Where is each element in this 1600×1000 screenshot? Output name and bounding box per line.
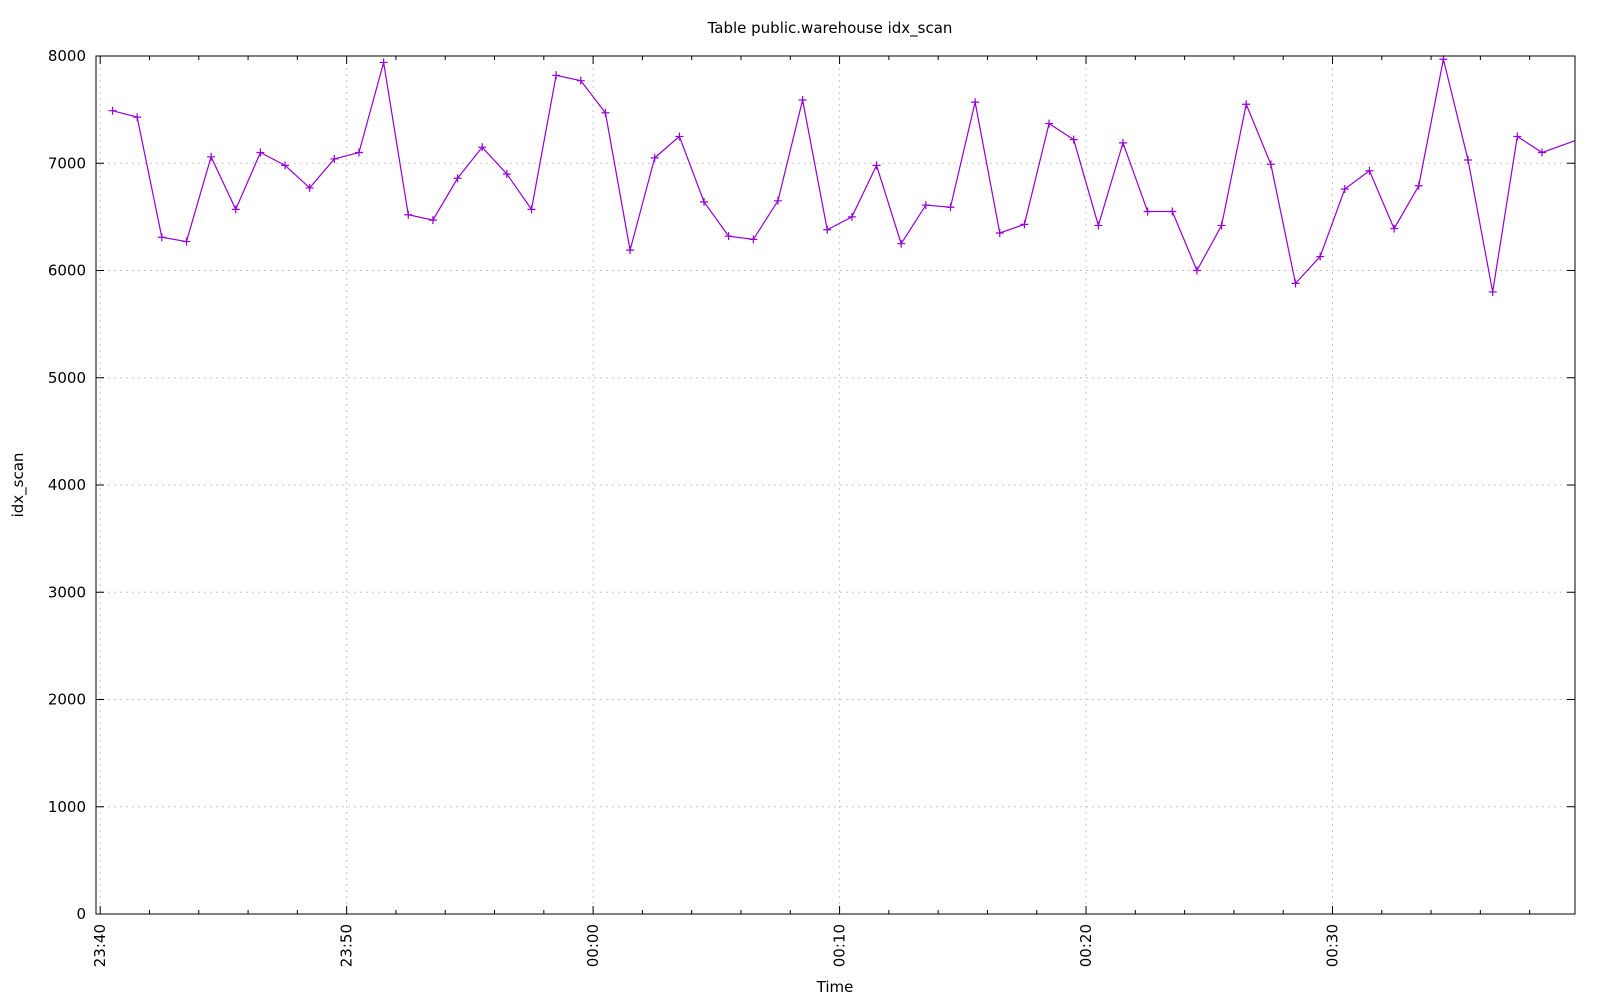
data-point [650, 153, 659, 162]
data-point [231, 205, 240, 214]
data-point [379, 58, 388, 67]
data-point [1094, 221, 1103, 230]
data-point [354, 148, 363, 157]
data-point [1439, 55, 1448, 64]
data-point [1365, 166, 1374, 175]
plot-frame [95, 55, 1576, 915]
y-tick-label: 1000 [48, 798, 86, 816]
y-tick-label: 7000 [48, 154, 86, 172]
data-point [995, 228, 1004, 237]
data-point [700, 197, 709, 206]
data-point [502, 169, 511, 178]
data-point [773, 196, 782, 205]
data-point [157, 233, 166, 242]
chart-title: Table public.warehouse idx_scan [707, 19, 953, 38]
data-point [1143, 207, 1152, 216]
data-point [330, 154, 339, 163]
data-point [256, 148, 265, 157]
data-point [1045, 119, 1054, 128]
y-tick-label: 0 [76, 905, 86, 923]
data-point [921, 201, 930, 210]
y-tick-label: 5000 [48, 369, 86, 387]
x-tick-label: 23:50 [338, 924, 356, 967]
data-point [1537, 148, 1546, 157]
data-point [478, 143, 487, 152]
y-tick-label: 8000 [48, 47, 86, 65]
data-point [798, 95, 807, 104]
data-point [1513, 132, 1522, 141]
series-line [112, 59, 1576, 293]
data-point [872, 161, 881, 170]
y-tick-label: 6000 [48, 262, 86, 280]
x-tick-label: 00:10 [831, 924, 849, 967]
y-axis: 0 1000 2000 3000 4000 5000 6000 7000 8000 [48, 47, 1575, 923]
data-point [428, 216, 437, 225]
grid [96, 56, 1575, 914]
data-point [601, 108, 610, 117]
x-tick-label: 23:40 [91, 924, 109, 967]
data-point [182, 237, 191, 246]
data-point [749, 235, 758, 244]
data-point [453, 174, 462, 183]
data-point [1464, 156, 1473, 165]
y-axis-label: idx_scan [9, 453, 28, 518]
data-point [897, 239, 906, 248]
data-point [626, 246, 635, 255]
data-point [1316, 252, 1325, 261]
x-tick-label: 00:00 [584, 924, 602, 967]
data-point [675, 132, 684, 141]
data-point [847, 212, 856, 221]
x-axis: 23:40 23:50 00:00 00:10 00:20 00:30 [91, 56, 1531, 967]
data-point [1414, 181, 1423, 190]
data-point [1020, 220, 1029, 229]
data-point [527, 205, 536, 214]
data-point [1192, 266, 1201, 275]
data-point [1266, 160, 1275, 169]
y-tick-label: 3000 [48, 583, 86, 601]
data-point [946, 203, 955, 212]
data-point [823, 225, 832, 234]
data-point [724, 232, 733, 241]
data-point [1118, 138, 1127, 147]
x-tick-label: 00:20 [1077, 924, 1095, 967]
data-point [1291, 279, 1300, 288]
data-point [1242, 100, 1251, 109]
data-point [1488, 287, 1497, 296]
data-point [1340, 184, 1349, 193]
data-point [552, 71, 561, 80]
data-point [1069, 135, 1078, 144]
data-point [1168, 207, 1177, 216]
data-point [207, 152, 216, 161]
data-point [1390, 224, 1399, 233]
data-point [305, 183, 314, 192]
data-point [133, 113, 142, 122]
y-tick-label: 4000 [48, 476, 86, 494]
data-point [1217, 221, 1226, 230]
data-point [108, 106, 117, 115]
x-axis-label: Time [816, 978, 854, 996]
x-tick-label: 00:30 [1323, 924, 1341, 967]
data-point [281, 161, 290, 170]
data-point [404, 210, 413, 219]
data-point [576, 76, 585, 85]
y-tick-label: 2000 [48, 691, 86, 709]
data-point [971, 98, 980, 107]
series [108, 55, 1576, 296]
